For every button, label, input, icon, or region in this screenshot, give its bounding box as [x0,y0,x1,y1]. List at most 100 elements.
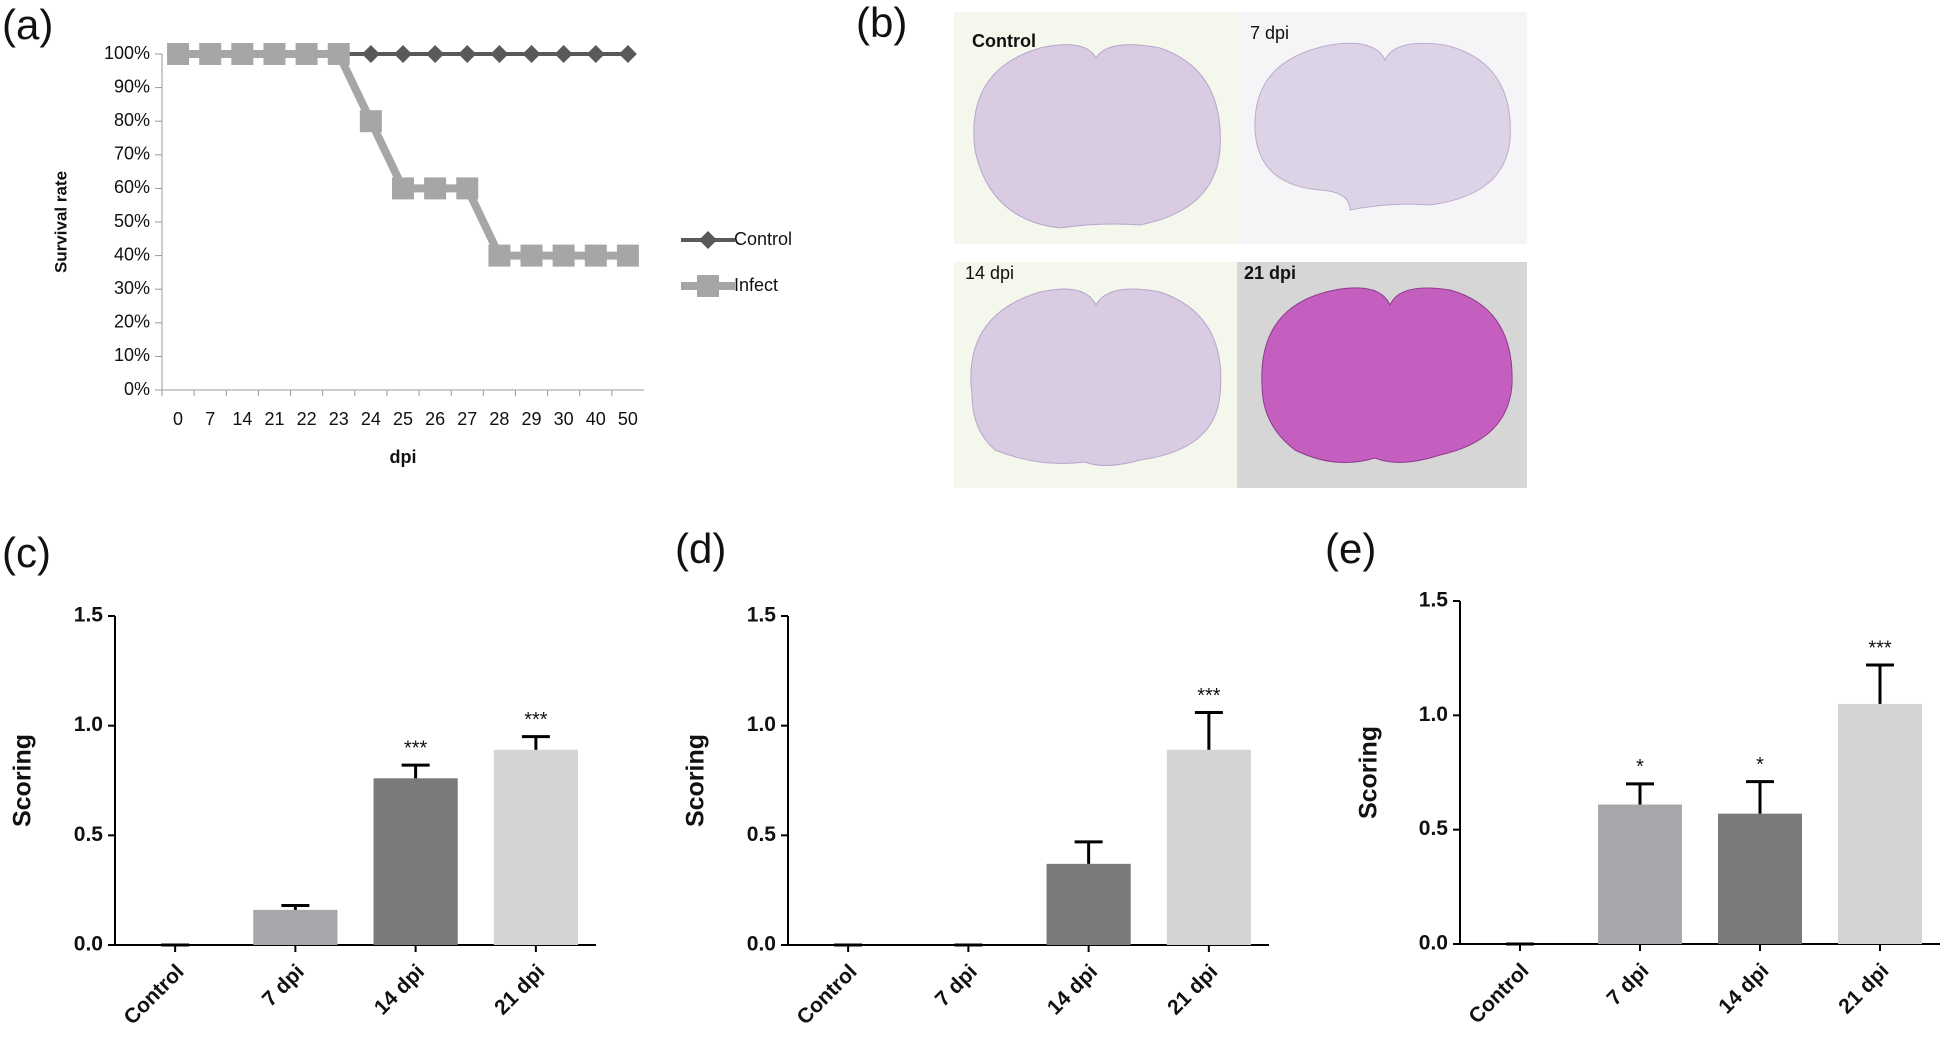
y-axis-title: Scoring [682,734,710,827]
bar [1046,863,1131,945]
legend-marker [697,275,719,297]
y-axis-title: Survival rate [51,171,70,273]
x-tick-label: 7 dpi [258,960,309,1011]
x-tick-label: 14 [232,409,252,429]
x-tick-label: 0 [173,409,183,429]
bar [1166,749,1251,945]
y-axis-title: Scoring [9,734,37,827]
brain-section [1254,42,1511,211]
point-marker [263,43,286,65]
y-tick-label: 70% [114,144,150,164]
x-tick-label: 27 [457,409,477,429]
y-tick-label: 10% [114,345,150,365]
y-tick-label: 30% [114,278,150,298]
point-marker [394,45,412,63]
significance-label: * [1636,756,1644,778]
x-tick-label: 23 [329,409,349,429]
bar [493,749,578,945]
bar [1598,804,1682,944]
x-tick-label: 24 [361,409,381,429]
significance-label: *** [404,737,428,759]
x-tick-label: 21 [264,409,284,429]
panel-label: (c) [2,529,51,576]
point-marker [167,43,190,65]
y-tick-label: 50% [114,211,150,231]
point-marker [231,43,254,65]
point-marker [327,43,350,65]
y-tick-label: 1.0 [74,713,103,736]
y-tick-label: 1.0 [747,713,776,736]
y-tick-label: 0.5 [1419,817,1449,840]
x-tick-label: 14 dpi [370,960,429,1019]
y-tick-label: 1.0 [1419,703,1448,726]
x-tick-label: Control [793,960,862,1029]
panel-label: (a) [2,1,53,48]
x-tick-label: Control [1464,959,1533,1028]
point-marker [584,244,607,267]
x-tick-label: 28 [489,409,509,429]
y-tick-label: 0.5 [74,823,104,846]
point-marker [586,45,605,63]
bar [1718,813,1802,944]
y-tick-label: 40% [114,244,150,264]
y-tick-label: 1.5 [74,604,104,627]
significance-label: *** [524,709,548,731]
x-tick-label: 22 [297,409,317,429]
x-tick-label: 40 [586,409,606,429]
legend-label: Infect [734,275,778,295]
brain-section [1261,287,1513,463]
point-marker [554,45,573,63]
x-tick-label: 7 [205,409,215,429]
x-axis-title: dpi [390,447,417,467]
point-marker [199,43,222,65]
bar [253,909,338,945]
panel-label: (d) [675,525,726,572]
y-tick-label: 1.5 [1419,589,1449,612]
y-tick-label: 80% [114,110,150,130]
point-marker [426,45,445,63]
x-tick-label: 7 dpi [931,960,982,1011]
point-marker [490,45,509,63]
y-tick-label: 20% [114,312,150,332]
point-marker [552,244,575,267]
y-tick-label: 0% [124,379,150,399]
point-marker [522,45,541,63]
panel-b-images: (b) Control 7 dpi 14 dpi 21 dpi [856,0,1527,488]
x-tick-label: 14 dpi [1714,959,1773,1018]
x-tick-label: 21 dpi [1834,959,1893,1018]
x-tick-label: 26 [425,409,445,429]
point-marker [458,45,477,63]
point-marker [520,244,543,267]
x-tick-label: 21 dpi [1163,960,1222,1019]
x-tick-label: 7 dpi [1603,959,1654,1010]
y-tick-label: 90% [114,76,150,96]
x-tick-label: 30 [554,409,574,429]
image-label: 21 dpi [1244,263,1296,283]
point-marker [618,45,637,63]
point-marker [424,177,447,200]
y-tick-label: 0.5 [747,823,777,846]
x-tick-label: 21 dpi [490,960,549,1019]
series-line [178,50,628,260]
legend-label: Control [734,229,792,249]
brain-section [970,288,1222,466]
image-label: 14 dpi [965,263,1014,283]
y-tick-label: 0.0 [747,933,776,956]
bar [1838,703,1922,944]
bar [373,778,458,945]
panel-label: (b) [856,0,907,46]
y-axis-title: Scoring [1355,726,1383,819]
x-tick-label: 14 dpi [1043,960,1102,1019]
point-marker [392,177,414,200]
significance-label: *** [1868,637,1892,659]
point-marker [616,244,639,267]
x-tick-label: 50 [618,409,638,429]
x-tick-label: 29 [522,409,542,429]
significance-label: *** [1197,685,1221,707]
x-tick-label: Control [120,960,189,1029]
y-tick-label: 0.0 [1419,932,1448,955]
point-marker [361,45,380,63]
legend-marker [699,231,717,249]
y-tick-label: 1.5 [747,604,777,627]
